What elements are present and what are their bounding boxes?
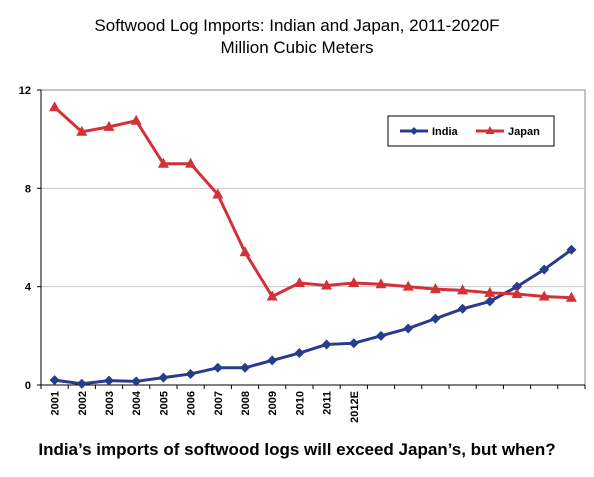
point-india xyxy=(294,348,305,359)
point-japan xyxy=(212,188,224,199)
x-tick-label: 2004 xyxy=(131,390,143,415)
point-japan xyxy=(565,291,577,302)
point-india xyxy=(512,281,522,292)
point-india xyxy=(376,330,386,341)
point-india xyxy=(348,338,359,349)
point-india xyxy=(457,303,468,314)
series-line-japan xyxy=(53,106,572,300)
x-tick-label: 2006 xyxy=(186,391,198,415)
point-japan xyxy=(457,284,469,295)
point-japan xyxy=(185,157,197,168)
point-india xyxy=(212,362,223,373)
x-tick-label: 2003 xyxy=(104,391,116,415)
point-india xyxy=(484,296,495,307)
point-japan xyxy=(375,278,387,289)
x-tick-label: 2009 xyxy=(267,391,279,415)
y-tick-label: 12 xyxy=(19,85,31,97)
point-japan xyxy=(103,120,115,131)
x-tick-label: 2002 xyxy=(77,391,89,415)
point-india xyxy=(185,368,196,379)
x-tick-label: 2001 xyxy=(50,391,62,415)
point-japan xyxy=(157,157,169,168)
point-japan xyxy=(130,114,142,125)
point-india xyxy=(267,355,278,366)
point-india xyxy=(104,375,114,386)
legend-marker-india xyxy=(410,127,418,135)
point-japan xyxy=(266,290,278,301)
chart-caption: India’s imports of softwood logs will ex… xyxy=(38,440,556,459)
x-tick-label: 2008 xyxy=(240,391,252,415)
y-tick-label: 0 xyxy=(25,380,31,392)
point-india xyxy=(76,378,87,389)
point-japan xyxy=(239,246,251,257)
point-japan xyxy=(429,283,441,294)
point-japan xyxy=(321,279,333,290)
point-japan xyxy=(484,286,496,297)
point-japan xyxy=(348,276,360,287)
y-tick-label: 4 xyxy=(25,282,32,294)
chart-subtitle: Million Cubic Meters xyxy=(220,38,374,57)
series-line-india xyxy=(54,248,573,386)
point-india xyxy=(49,375,60,386)
point-japan xyxy=(511,288,523,299)
legend-marker-japan xyxy=(485,126,495,134)
point-india xyxy=(240,362,250,373)
y-tick-label: 8 xyxy=(25,183,31,195)
point-india xyxy=(158,372,169,383)
point-japan xyxy=(76,125,88,136)
point-japan xyxy=(538,290,550,301)
point-japan xyxy=(293,276,305,287)
point-japan xyxy=(402,280,414,291)
x-tick-label: 2012E xyxy=(349,391,361,423)
x-tick-label: 2007 xyxy=(213,391,225,415)
point-india xyxy=(131,376,142,387)
legend-label-japan: Japan xyxy=(508,126,540,138)
point-india xyxy=(403,323,414,334)
point-india xyxy=(321,339,332,350)
point-india xyxy=(566,244,577,255)
point-japan xyxy=(49,101,61,112)
legend-label-india: India xyxy=(432,126,459,138)
chart-title: Softwood Log Imports: Indian and Japan, … xyxy=(94,16,500,35)
point-india xyxy=(430,313,441,324)
x-tick-label: 2011 xyxy=(322,391,334,415)
point-india xyxy=(539,264,550,275)
x-tick-label: 2005 xyxy=(158,391,170,415)
x-tick-label: 2010 xyxy=(294,391,306,415)
